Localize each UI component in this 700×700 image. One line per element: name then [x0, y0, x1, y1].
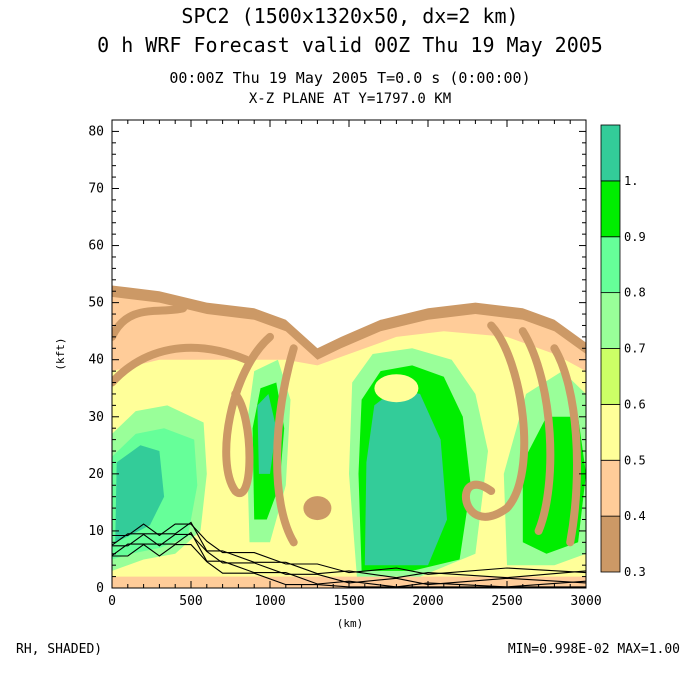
x-tick-label: 1500	[333, 594, 364, 609]
valid-time-line: 00:00Z Thu 19 May 2005 T=0.0 s (0:00:00)	[169, 69, 531, 87]
colorbar-label: 0.6	[624, 397, 646, 411]
colorbar-swatch	[600, 348, 621, 405]
terrain-contour-2	[112, 533, 586, 586]
rh-contour-upper-left	[112, 343, 251, 387]
rh-contour-loop-b	[273, 344, 298, 547]
colorbar-label: 0.8	[624, 286, 646, 300]
colorbar-swatch	[600, 459, 621, 517]
rh-dry-pocket-center	[374, 374, 419, 403]
rh-contour-loop-east-1	[461, 321, 529, 521]
y-tick-labels: 0 10 20 30 40 50 60 70 80	[88, 124, 104, 596]
y-tick-label: 0	[96, 581, 104, 596]
colorbar-label: 0.9	[624, 230, 646, 244]
x-axis-label: (km)	[337, 617, 364, 630]
colorbar-swatch	[600, 292, 621, 349]
y-tick-label: 60	[88, 239, 104, 254]
x-tick-labels: 0 500 1000 1500 2000 2500 3000	[108, 594, 602, 609]
rh-dry-pocket-low	[303, 496, 332, 521]
chart-title-line2: 0 h WRF Forecast valid 00Z Thu 19 May 20…	[97, 33, 603, 57]
y-tick-label: 20	[88, 467, 104, 482]
chart-title-line1: SPC2 (1500x1320x50, dx=2 km)	[181, 4, 519, 28]
x-tick-label: 0	[108, 594, 116, 609]
y-tick-label: 50	[88, 296, 104, 311]
terrain-contour-3	[112, 521, 586, 579]
terrain-contours	[112, 521, 586, 588]
y-tick-label: 30	[88, 410, 104, 425]
rh-band-090-left	[115, 445, 165, 543]
colorbar-label: 1.	[624, 174, 638, 188]
colorbar-swatch	[600, 236, 621, 294]
x-tick-label: 500	[179, 594, 202, 609]
rh-contour-top-left	[112, 304, 188, 341]
colorbar-swatch	[600, 180, 621, 238]
colorbar-label: 0.3	[624, 565, 646, 579]
x-tick-label: 2500	[491, 594, 522, 609]
footer-field-label: RH, SHADED)	[16, 642, 103, 657]
y-axis-label: (kft)	[54, 337, 67, 370]
y-tick-label: 70	[88, 181, 104, 196]
rh-band-090-center	[364, 388, 447, 566]
colorbar: 0.3 0.4 0.5 0.6 0.7 0.8 0.9 1.	[600, 124, 646, 579]
rh-contour-loop-east-3	[550, 344, 581, 547]
y-tick-label: 40	[88, 353, 104, 368]
x-tick-label: 3000	[570, 594, 601, 609]
colorbar-swatch	[600, 403, 621, 461]
rh-contour-loop-east-2	[518, 327, 555, 535]
footer-min-max: MIN=0.998E-02 MAX=1.00	[507, 642, 680, 657]
colorbar-swatch	[600, 515, 621, 573]
axis-ticks	[111, 119, 587, 589]
rh-shaded-field	[112, 285, 586, 588]
colorbar-label: 0.4	[624, 509, 646, 523]
cross-section-plane-label: X-Z PLANE AT Y=1797.0 KM	[248, 91, 452, 107]
colorbar-label: 0.7	[624, 342, 646, 356]
x-tick-label: 1000	[254, 594, 285, 609]
colorbar-swatch	[600, 124, 621, 182]
y-tick-label: 80	[88, 124, 104, 139]
rh-contour-loop-a	[222, 332, 274, 498]
x-tick-label: 2000	[412, 594, 443, 609]
terrain-contour-4	[112, 523, 586, 575]
colorbar-label: 0.5	[624, 453, 646, 467]
rh-band-090-west-center	[257, 394, 277, 474]
y-tick-label: 10	[88, 524, 104, 539]
